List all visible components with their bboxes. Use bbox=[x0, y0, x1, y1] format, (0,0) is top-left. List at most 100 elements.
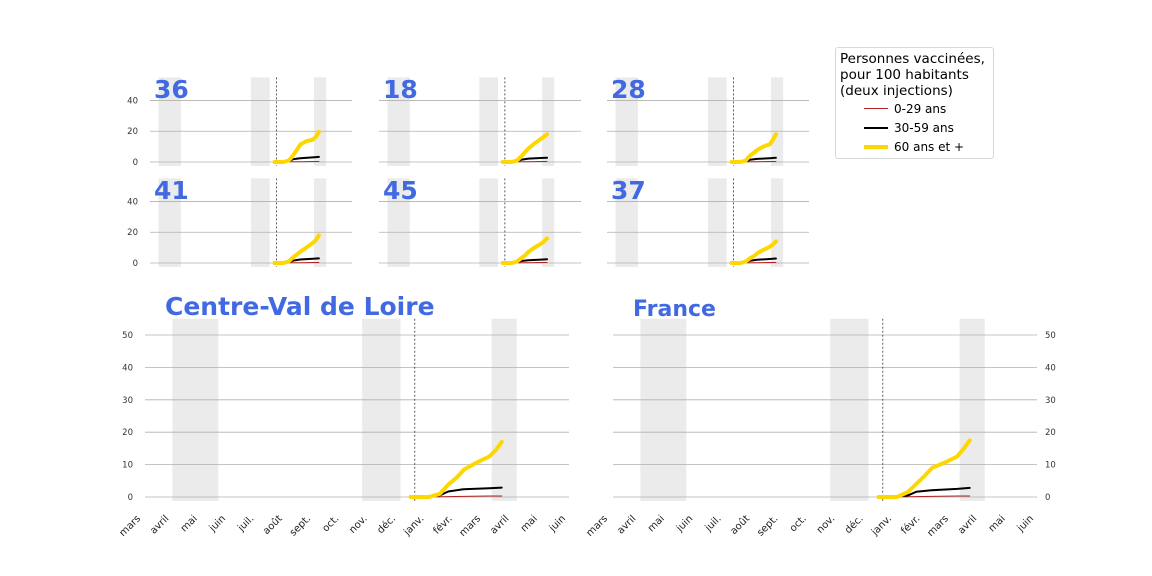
x-tick-label: mai bbox=[987, 513, 1008, 534]
series-line-senior bbox=[876, 438, 972, 499]
x-tick-label: févr. bbox=[431, 513, 455, 537]
panel-title: 41 bbox=[154, 176, 189, 205]
y-tick-label: 0 bbox=[1045, 493, 1050, 503]
x-tick-label: mai bbox=[179, 513, 200, 534]
shaded-period bbox=[615, 77, 638, 166]
chart-panel-2: 28 bbox=[607, 75, 809, 166]
series-line-senior bbox=[729, 132, 778, 164]
shaded-period bbox=[479, 178, 498, 267]
x-tick-label: avril bbox=[615, 513, 638, 536]
shaded-period bbox=[770, 77, 784, 166]
y-tick-label: 50 bbox=[1045, 331, 1056, 341]
x-tick-label: mars bbox=[585, 513, 611, 539]
series-line-senior bbox=[408, 439, 504, 499]
x-tick-label: août bbox=[260, 513, 284, 537]
chart-panel-4: 45 bbox=[379, 176, 581, 267]
y-tick-label: 50 bbox=[122, 331, 133, 341]
legend-label-senior: 60 ans et + bbox=[894, 139, 965, 154]
y-tick-label: 30 bbox=[122, 396, 133, 406]
legend-swatch-young bbox=[864, 108, 888, 109]
x-tick-label: mars bbox=[925, 513, 951, 539]
x-tick-label: févr. bbox=[899, 513, 923, 537]
y-tick-label: 20 bbox=[1045, 428, 1056, 438]
shaded-period bbox=[313, 77, 327, 166]
y-tick-label: 0 bbox=[128, 493, 133, 503]
x-tick-label: mai bbox=[646, 513, 667, 534]
legend-title: Personnes vaccinées, pour 100 habitants … bbox=[840, 51, 985, 99]
chart-panel-1: 18 bbox=[379, 75, 581, 166]
panel-title: 28 bbox=[611, 75, 646, 104]
legend-swatch-middle bbox=[864, 126, 888, 129]
panel-title: France bbox=[633, 297, 716, 322]
chart-panel-3: 0 20 40 41 bbox=[127, 176, 352, 269]
series-line-senior bbox=[500, 132, 549, 164]
shaded-period bbox=[830, 318, 869, 501]
panel-title: 18 bbox=[383, 75, 418, 104]
shaded-period bbox=[770, 178, 784, 267]
x-tick-label: août bbox=[728, 513, 752, 537]
chart-panel-5: 37 bbox=[607, 176, 809, 267]
x-tick-label: déc. bbox=[375, 513, 398, 536]
x-tick-label: nov. bbox=[347, 513, 369, 535]
series-line-senior bbox=[500, 236, 549, 265]
shaded-period bbox=[362, 318, 401, 501]
x-tick-label: oct. bbox=[788, 513, 809, 534]
series-line-senior bbox=[729, 239, 778, 265]
shaded-period bbox=[387, 77, 410, 166]
y-tick-label: 20 bbox=[127, 228, 138, 238]
x-tick-label: mars bbox=[458, 513, 484, 539]
shaded-period bbox=[707, 178, 727, 267]
x-tick-label: mars bbox=[118, 513, 144, 539]
shaded-period bbox=[158, 178, 181, 267]
x-tick-label: avril bbox=[488, 513, 511, 536]
y-tick-label: 30 bbox=[1045, 396, 1056, 406]
legend-item-young: 0-29 ans bbox=[840, 99, 989, 118]
shaded-period bbox=[615, 178, 638, 267]
x-tick-label: juin bbox=[207, 513, 228, 534]
y-tick-label: 40 bbox=[122, 363, 133, 373]
shaded-period bbox=[479, 77, 498, 166]
y-tick-label: 10 bbox=[1045, 461, 1056, 471]
panel-title: 45 bbox=[383, 176, 418, 205]
y-tick-label: 20 bbox=[127, 127, 138, 137]
shaded-period bbox=[250, 178, 270, 267]
legend-item-middle: 30-59 ans bbox=[840, 118, 989, 137]
legend-item-senior: 60 ans et + bbox=[840, 137, 989, 156]
x-tick-label: mai bbox=[519, 513, 540, 534]
legend-label-young: 0-29 ans bbox=[894, 101, 947, 116]
panel-title: 37 bbox=[611, 176, 646, 205]
y-tick-label: 20 bbox=[122, 428, 133, 438]
legend-swatch-senior bbox=[864, 144, 888, 149]
chart-legend: Personnes vaccinées, pour 100 habitants … bbox=[835, 47, 994, 159]
y-tick-label: 40 bbox=[127, 96, 138, 106]
shaded-period bbox=[491, 318, 517, 501]
series-line-senior bbox=[272, 233, 321, 265]
y-tick-label: 10 bbox=[122, 461, 133, 471]
x-tick-label: janv. bbox=[869, 513, 894, 538]
x-tick-label: juil. bbox=[235, 513, 256, 534]
shaded-period bbox=[158, 77, 181, 166]
panel-title: Centre-Val de Loire bbox=[165, 292, 435, 321]
shaded-period bbox=[542, 77, 555, 166]
x-tick-label: juil. bbox=[703, 513, 724, 534]
y-tick-label: 0 bbox=[133, 259, 138, 269]
x-tick-label: avril bbox=[148, 513, 171, 536]
series-line-senior bbox=[272, 130, 321, 164]
x-tick-label: nov. bbox=[815, 513, 837, 535]
x-tick-label: oct. bbox=[320, 513, 341, 534]
shaded-period bbox=[313, 178, 327, 267]
x-tick-label: déc. bbox=[842, 513, 865, 536]
panel-title: 36 bbox=[154, 75, 189, 104]
y-tick-label: 0 bbox=[133, 158, 138, 168]
x-tick-label: avril bbox=[956, 513, 979, 536]
shaded-period bbox=[387, 178, 410, 267]
x-tick-label: juin bbox=[674, 513, 695, 534]
shaded-period bbox=[172, 318, 219, 501]
shaded-period bbox=[250, 77, 270, 166]
shaded-period bbox=[959, 318, 985, 501]
legend-label-middle: 30-59 ans bbox=[894, 120, 954, 135]
y-tick-label: 40 bbox=[1045, 363, 1056, 373]
shaded-period bbox=[542, 178, 555, 267]
x-tick-label: sept. bbox=[755, 513, 780, 538]
